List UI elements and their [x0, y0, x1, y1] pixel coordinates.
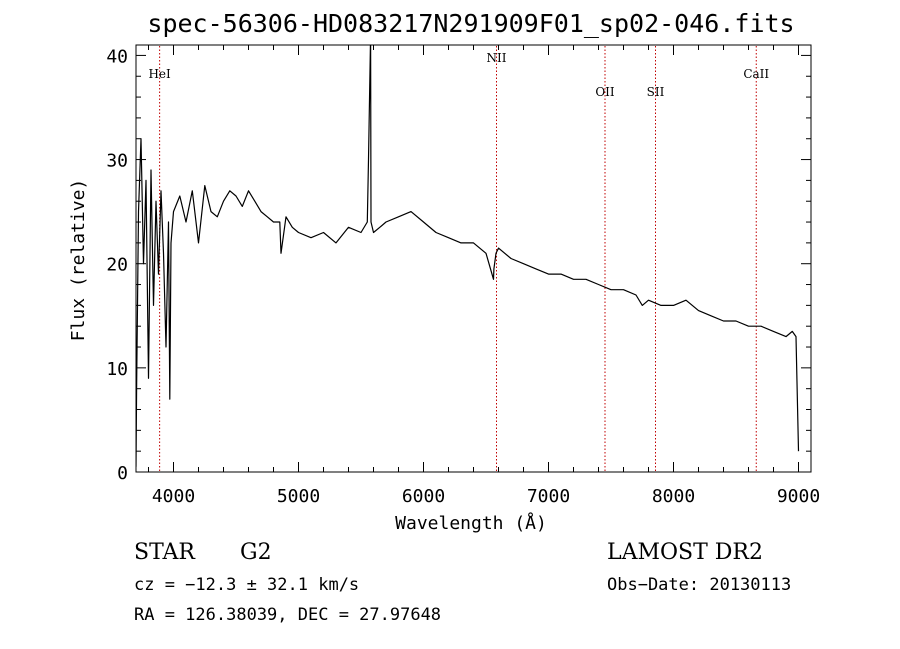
survey-name: LAMOST DR2: [607, 540, 763, 565]
chart-title: spec-56306-HD083217N291909F01_sp02-046.f…: [147, 9, 794, 38]
y-tick-label: 20: [106, 255, 128, 276]
x-tick-label: 6000: [402, 486, 445, 507]
spectrum-series: [136, 45, 800, 467]
line-marker-label: HeI: [148, 67, 171, 81]
line-marker-label: SII: [647, 85, 665, 99]
y-tick-label: 30: [106, 151, 128, 172]
line-marker-label: OII: [595, 85, 615, 99]
x-axis: 4000 5000 6000 7000 8000 9000: [148, 45, 820, 507]
y-tick-label: 40: [106, 46, 128, 67]
line-marker-label: CaII: [743, 67, 769, 81]
y-axis-label: Flux (relative): [68, 179, 89, 342]
line-marker-label: NII: [487, 51, 507, 65]
observation-date: Obs−Date: 20130113: [607, 575, 791, 595]
x-tick-label: 7000: [527, 486, 570, 507]
x-axis-label: Wavelength (Å): [395, 512, 547, 534]
y-axis: 0 10 20 30 40: [106, 46, 811, 484]
object-class: STAR: [134, 540, 196, 565]
object-subclass: G2: [240, 540, 272, 565]
redshift-cz: cz = −12.3 ± 32.1 km/s: [134, 575, 359, 595]
plot-area: [135, 44, 812, 473]
spectrum-line: [136, 45, 800, 467]
y-tick-label: 0: [117, 463, 128, 484]
x-tick-label: 8000: [652, 486, 695, 507]
emission-line-markers: HeI NII OII SII CaII: [148, 46, 769, 471]
y-tick-label: 10: [106, 359, 128, 380]
x-tick-label: 4000: [152, 486, 195, 507]
x-tick-label: 9000: [777, 486, 820, 507]
ra-dec: RA = 126.38039, DEC = 27.97648: [134, 605, 441, 625]
x-tick-label: 5000: [277, 486, 320, 507]
plot-frame: [135, 44, 812, 473]
